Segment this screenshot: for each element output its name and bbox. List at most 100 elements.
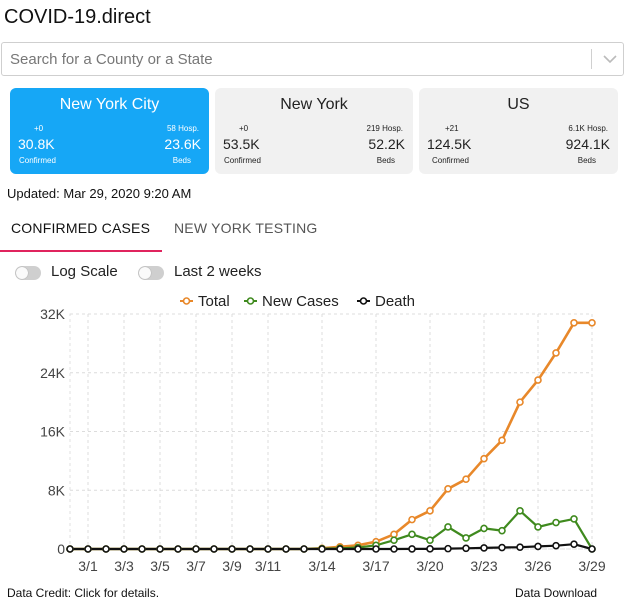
- data-point-death[interactable]: [372, 545, 380, 553]
- x-tick-label: 3/26: [524, 558, 551, 574]
- data-point-total[interactable]: [480, 454, 488, 463]
- data-point-new-cases[interactable]: [444, 523, 452, 531]
- confirmed-delta: +0: [239, 124, 249, 133]
- chevron-down-icon[interactable]: [600, 46, 620, 72]
- search-input[interactable]: [10, 48, 570, 70]
- data-point-death[interactable]: [426, 545, 434, 553]
- legend-item-death[interactable]: Death: [357, 293, 415, 310]
- data-point-new-cases[interactable]: [552, 518, 560, 527]
- y-tick-label: 0: [57, 541, 65, 557]
- tab-confirmed-cases[interactable]: CONFIRMED CASES: [11, 220, 151, 236]
- y-tick-label: 8K: [48, 482, 66, 498]
- data-point-death[interactable]: [462, 544, 470, 553]
- data-point-death[interactable]: [156, 545, 164, 553]
- active-tab-indicator: [0, 250, 162, 252]
- data-point-total[interactable]: [462, 475, 470, 484]
- x-tick-label: 3/14: [308, 558, 335, 574]
- data-point-new-cases[interactable]: [390, 536, 398, 544]
- data-point-death[interactable]: [588, 545, 596, 553]
- data-point-death[interactable]: [390, 545, 398, 553]
- card-name: New York: [280, 96, 348, 113]
- data-point-death[interactable]: [480, 544, 488, 552]
- y-tick-label: 24K: [40, 365, 66, 381]
- x-tick-label: 3/7: [186, 558, 206, 574]
- data-point-death[interactable]: [408, 545, 416, 553]
- data-point-death[interactable]: [336, 545, 344, 553]
- data-point-death[interactable]: [120, 545, 128, 553]
- data-point-death[interactable]: [444, 544, 452, 553]
- data-credit-link[interactable]: Data Credit: Click for details.: [7, 586, 160, 600]
- data-point-death[interactable]: [516, 543, 524, 551]
- tab-new-york-testing[interactable]: NEW YORK TESTING: [174, 220, 318, 236]
- data-point-death[interactable]: [138, 545, 146, 553]
- confirmed-value: 30.8K: [18, 136, 55, 152]
- x-tick-label: 3/9: [222, 558, 242, 574]
- data-point-new-cases[interactable]: [462, 534, 470, 542]
- data-point-death[interactable]: [318, 545, 326, 553]
- data-point-total[interactable]: [498, 436, 506, 445]
- log-scale-toggle[interactable]: [15, 266, 41, 280]
- y-tick-label: 32K: [40, 306, 66, 322]
- data-download-link[interactable]: Data Download: [515, 586, 598, 600]
- toggle-knob: [16, 267, 28, 279]
- data-point-death[interactable]: [246, 545, 254, 553]
- card-us[interactable]: US +21 6.1K Hosp. 124.5K 924.1K Confirme…: [419, 88, 618, 174]
- hosp-label: 6.1K Hosp.: [568, 124, 608, 133]
- legend-item-total[interactable]: Total: [180, 293, 230, 310]
- card-name: US: [507, 96, 530, 113]
- data-point-total[interactable]: [570, 319, 578, 327]
- confirmed-label: Confirmed: [224, 156, 261, 165]
- hosp-label: 58 Hosp.: [166, 124, 199, 133]
- data-point-total[interactable]: [516, 398, 524, 406]
- legend-label: Total: [198, 293, 230, 310]
- data-point-new-cases[interactable]: [498, 526, 506, 535]
- data-point-total[interactable]: [552, 349, 560, 357]
- data-point-total[interactable]: [588, 319, 596, 327]
- data-point-new-cases[interactable]: [534, 523, 542, 531]
- data-point-death[interactable]: [192, 545, 200, 553]
- card-new-york[interactable]: New York +0 219 Hosp. 53.5K 52.2K Confir…: [215, 88, 413, 174]
- data-point-death[interactable]: [570, 540, 578, 549]
- data-point-death[interactable]: [300, 545, 308, 553]
- data-point-new-cases[interactable]: [516, 507, 524, 515]
- data-point-new-cases[interactable]: [570, 515, 578, 523]
- updated-timestamp: Updated: Mar 29, 2020 9:20 AM: [7, 186, 192, 201]
- log-scale-toggle-row[interactable]: Log Scale: [15, 263, 135, 283]
- data-point-death[interactable]: [66, 545, 74, 553]
- data-point-death[interactable]: [498, 543, 506, 552]
- x-tick-label: 3/29: [578, 558, 605, 574]
- data-point-death[interactable]: [552, 541, 560, 550]
- last-2-weeks-toggle-row[interactable]: Last 2 weeks: [138, 263, 278, 283]
- data-point-death[interactable]: [210, 545, 218, 553]
- data-point-total[interactable]: [408, 515, 416, 524]
- data-point-total[interactable]: [444, 484, 452, 493]
- data-point-death[interactable]: [264, 545, 272, 553]
- card-new-york-city[interactable]: New York City +0 58 Hosp. 30.8K 23.6K Co…: [10, 88, 209, 174]
- data-point-total[interactable]: [534, 376, 542, 384]
- legend-label: New Cases: [262, 293, 339, 310]
- beds-label: Beds: [577, 156, 596, 165]
- confirmed-label: Confirmed: [432, 156, 469, 165]
- data-point-new-cases[interactable]: [426, 536, 434, 544]
- data-point-total[interactable]: [426, 507, 434, 515]
- data-point-death[interactable]: [354, 545, 362, 553]
- data-point-death[interactable]: [228, 545, 236, 553]
- data-point-death[interactable]: [282, 545, 290, 553]
- beds-value: 52.2K: [368, 136, 405, 152]
- data-point-death[interactable]: [534, 542, 542, 551]
- beds-label: Beds: [376, 156, 395, 165]
- data-point-death[interactable]: [102, 545, 110, 553]
- data-point-new-cases[interactable]: [408, 530, 416, 539]
- data-point-death[interactable]: [174, 545, 182, 553]
- last-2-weeks-toggle[interactable]: [138, 266, 164, 280]
- data-point-new-cases[interactable]: [480, 524, 488, 533]
- confirmed-value: 124.5K: [427, 136, 472, 152]
- confirmed-cases-chart: 32K 24K 16K 8K 0 3/1 3/3 3/5 3/7 3/9 3/11 3/14 3/17 3…: [40, 293, 606, 574]
- x-tick-label: 3/5: [150, 558, 170, 574]
- search-box[interactable]: [1, 42, 624, 76]
- log-scale-label: Log Scale: [51, 263, 118, 280]
- legend-item-new-cases[interactable]: New Cases: [244, 293, 339, 310]
- data-point-death[interactable]: [84, 545, 92, 553]
- beds-value: 23.6K: [164, 136, 201, 152]
- legend-marker: [246, 297, 255, 305]
